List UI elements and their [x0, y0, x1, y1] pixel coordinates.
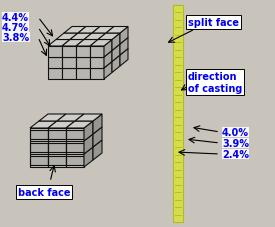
Polygon shape [120, 38, 128, 56]
Polygon shape [48, 156, 66, 165]
Text: 3.8%: 3.8% [2, 33, 29, 43]
Text: back face: back face [18, 187, 70, 197]
Polygon shape [90, 58, 104, 69]
Polygon shape [30, 143, 48, 152]
Polygon shape [104, 40, 112, 58]
Polygon shape [90, 69, 104, 80]
Polygon shape [112, 45, 120, 62]
Polygon shape [30, 156, 48, 165]
Polygon shape [48, 121, 75, 128]
Polygon shape [48, 58, 62, 69]
Text: 3.9%: 3.9% [222, 138, 249, 148]
Polygon shape [120, 49, 128, 67]
Polygon shape [173, 6, 183, 222]
Polygon shape [98, 34, 120, 40]
Polygon shape [48, 130, 66, 139]
Text: 4.4%: 4.4% [2, 13, 29, 23]
Polygon shape [84, 147, 93, 167]
Polygon shape [62, 58, 76, 69]
Polygon shape [84, 121, 93, 141]
Polygon shape [93, 127, 102, 147]
Polygon shape [104, 51, 112, 69]
Polygon shape [39, 114, 66, 121]
Polygon shape [106, 27, 128, 34]
Polygon shape [48, 69, 62, 80]
Polygon shape [48, 47, 62, 58]
Polygon shape [76, 69, 90, 80]
Polygon shape [93, 140, 102, 160]
Polygon shape [66, 130, 84, 139]
Polygon shape [70, 34, 92, 40]
Text: 4.7%: 4.7% [2, 23, 29, 33]
Polygon shape [112, 56, 120, 73]
Polygon shape [66, 156, 84, 165]
Text: 2.4%: 2.4% [222, 149, 249, 159]
Polygon shape [64, 27, 86, 34]
Polygon shape [76, 47, 90, 58]
Polygon shape [48, 143, 66, 152]
Polygon shape [78, 27, 100, 34]
Polygon shape [84, 134, 93, 154]
Polygon shape [90, 47, 104, 58]
Polygon shape [76, 58, 90, 69]
Polygon shape [66, 121, 93, 128]
Polygon shape [93, 114, 102, 134]
Text: 4.0%: 4.0% [222, 127, 249, 137]
Polygon shape [48, 40, 70, 47]
Polygon shape [62, 69, 76, 80]
Polygon shape [30, 130, 48, 139]
Polygon shape [30, 121, 57, 128]
Polygon shape [57, 114, 84, 121]
Text: split face: split face [188, 18, 239, 28]
Polygon shape [92, 27, 114, 34]
Polygon shape [104, 62, 112, 80]
Polygon shape [120, 27, 128, 45]
Polygon shape [56, 34, 78, 40]
Text: direction
of casting: direction of casting [188, 72, 242, 93]
Polygon shape [62, 47, 76, 58]
Polygon shape [62, 40, 84, 47]
Polygon shape [76, 40, 98, 47]
Polygon shape [90, 40, 112, 47]
Polygon shape [84, 34, 106, 40]
Polygon shape [66, 143, 84, 152]
Polygon shape [112, 34, 120, 51]
Polygon shape [75, 114, 102, 121]
